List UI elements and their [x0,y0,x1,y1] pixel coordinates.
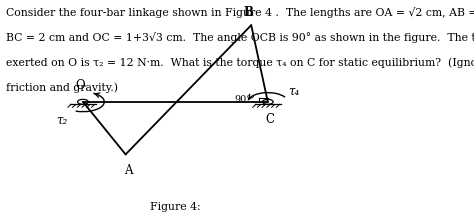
Text: B: B [244,6,254,19]
Text: exerted on O is τ₂ = 12 N·m.  What is the torque τ₄ on C for static equilibrium?: exerted on O is τ₂ = 12 N·m. What is the… [6,57,474,67]
Text: C: C [266,113,274,126]
Text: BC = 2 cm and OC = 1+3√3 cm.  The angle OCB is 90° as shown in the figure.  The : BC = 2 cm and OC = 1+3√3 cm. The angle O… [6,32,474,43]
Text: 90°: 90° [235,95,252,104]
Text: Figure 4:: Figure 4: [150,202,201,212]
Text: friction and gravity.): friction and gravity.) [6,82,118,93]
Text: A: A [124,164,132,177]
Text: Consider the four-bar linkage shown in Figure 4 .  The lengths are OA = √2 cm, A: Consider the four-bar linkage shown in F… [6,7,474,18]
Text: τ₂: τ₂ [56,114,67,127]
Text: τ₄: τ₄ [288,85,300,98]
Text: O: O [76,79,85,92]
